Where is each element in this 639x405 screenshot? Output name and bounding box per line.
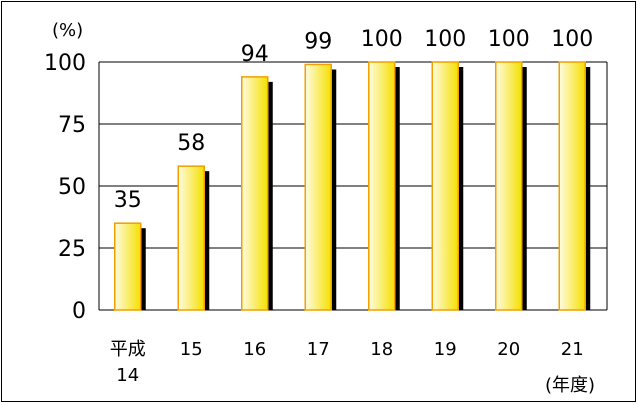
category-label-3: 17 <box>307 339 330 360</box>
category-label-2: 16 <box>243 339 266 360</box>
category-label-0-line-1: 14 <box>116 365 139 386</box>
data-labels: 35 58 94 99 100 100 100 100 <box>114 27 594 213</box>
gridlines <box>98 61 608 311</box>
y-tick-label-100: 100 <box>44 51 86 76</box>
category-label-5: 19 <box>434 339 457 360</box>
data-label-3: 99 <box>304 29 332 54</box>
bar-4 <box>368 61 396 311</box>
data-label-5: 100 <box>424 27 466 52</box>
y-axis-unit-label: (%) <box>52 20 83 41</box>
data-label-0: 35 <box>114 188 142 213</box>
bars <box>114 61 591 311</box>
y-tick-label-75: 75 <box>58 113 86 138</box>
bar-3 <box>304 63 332 311</box>
x-axis-unit-label: (年度) <box>545 375 595 396</box>
x-axis-categories: 平成 14 15 16 17 18 19 20 21 <box>110 339 584 386</box>
bar-1 <box>177 165 205 311</box>
bar-0 <box>114 222 142 311</box>
category-label-1: 15 <box>180 339 203 360</box>
data-label-4: 100 <box>361 27 403 52</box>
bar-5 <box>431 61 459 311</box>
category-label-7: 21 <box>561 339 584 360</box>
category-label-4: 18 <box>370 339 393 360</box>
bar-2 <box>241 76 269 311</box>
data-label-6: 100 <box>488 27 530 52</box>
bar-6 <box>495 61 523 311</box>
data-label-2: 94 <box>241 42 269 67</box>
bar-7 <box>558 61 586 311</box>
y-axis-ticks: 0 25 50 75 100 <box>44 51 86 324</box>
data-label-1: 58 <box>177 131 205 156</box>
data-label-7: 100 <box>551 27 593 52</box>
y-tick-label-50: 50 <box>58 175 86 200</box>
y-tick-label-0: 0 <box>72 299 86 324</box>
category-label-6: 20 <box>497 339 520 360</box>
y-tick-label-25: 25 <box>58 237 86 262</box>
category-label-0-line-0: 平成 <box>110 339 146 360</box>
